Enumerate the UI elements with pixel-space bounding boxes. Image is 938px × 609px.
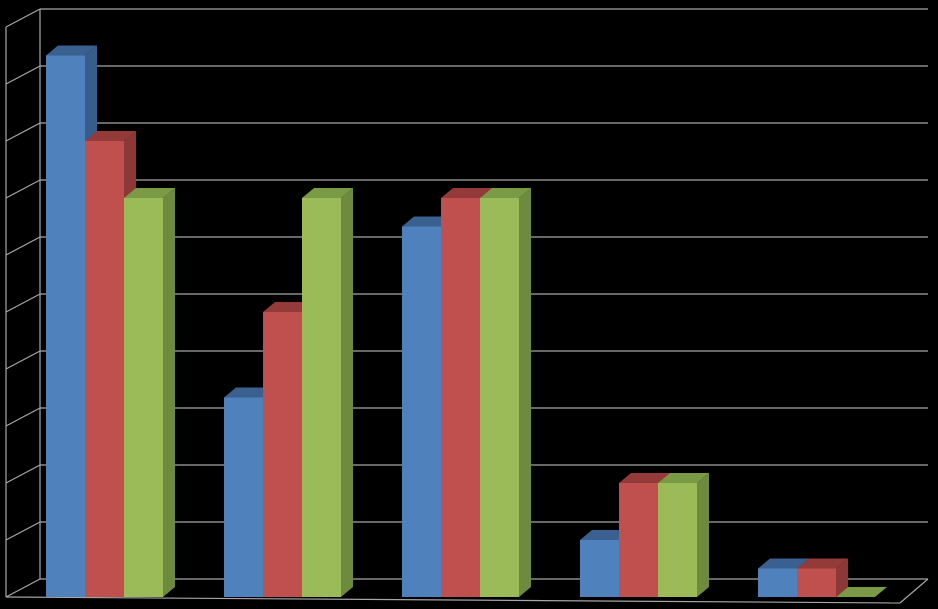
bar-s2-g1 xyxy=(85,141,124,597)
bar-top-s1-g1 xyxy=(46,45,97,56)
bar-top-s2-g1 xyxy=(85,131,136,141)
bar-s2-g5 xyxy=(797,568,836,597)
bar-side-s3-g2 xyxy=(341,188,353,597)
left-wall-gridline xyxy=(5,65,41,85)
bar-s2-g2 xyxy=(263,312,302,597)
bar-s1-g4 xyxy=(580,540,619,597)
bar-top-s3-g4 xyxy=(658,473,709,483)
bar-top-s2-g2 xyxy=(263,302,314,312)
left-wall-gridline xyxy=(5,521,41,541)
bar-top-s3-g1 xyxy=(124,188,175,198)
left-wall-gridline xyxy=(5,293,41,313)
bar-s1-g2 xyxy=(224,397,263,597)
left-wall-gridline xyxy=(5,236,41,256)
left-wall-gridline xyxy=(5,350,41,370)
bar-side-s3-g4 xyxy=(697,473,709,597)
bar-top-s3-g2 xyxy=(302,188,353,198)
bar-s1-g5 xyxy=(758,568,797,597)
bar-top-s2-g5 xyxy=(797,558,848,569)
left-wall-gridline xyxy=(5,464,41,484)
bar-top-s3-g3 xyxy=(480,188,531,198)
bar-s2-g4 xyxy=(619,483,658,597)
bar-side-s3-g3 xyxy=(519,188,531,597)
bar-top-s2-g4 xyxy=(619,473,670,483)
bar-s3-g2 xyxy=(302,198,341,597)
bar-top-s1-g5 xyxy=(758,558,809,569)
bar-s1-g3 xyxy=(402,226,441,597)
left-wall-gridline xyxy=(5,122,41,142)
bar-s3-g1 xyxy=(124,198,163,597)
bar-top-s2-g3 xyxy=(441,188,492,198)
left-wall-gridline xyxy=(5,179,41,199)
bar-top-s1-g3 xyxy=(402,216,453,227)
bar-side-s3-g1 xyxy=(163,188,175,597)
bar-top-s1-g2 xyxy=(224,387,275,398)
bar-s3-g4 xyxy=(658,483,697,597)
left-wall-gridline xyxy=(5,8,41,28)
bar-s1-g1 xyxy=(46,55,85,597)
bar-top-s1-g4 xyxy=(580,530,631,540)
floor-front-edge xyxy=(5,596,901,604)
floor-right-edge xyxy=(899,578,929,604)
bar-side-s2-g5 xyxy=(836,558,848,597)
bar-s3-g3 xyxy=(480,198,519,597)
bar-top-s3-g5 xyxy=(836,587,887,597)
left-wall-gridline xyxy=(5,578,41,598)
left-wall-gridline xyxy=(5,407,41,427)
bar-s2-g3 xyxy=(441,198,480,597)
